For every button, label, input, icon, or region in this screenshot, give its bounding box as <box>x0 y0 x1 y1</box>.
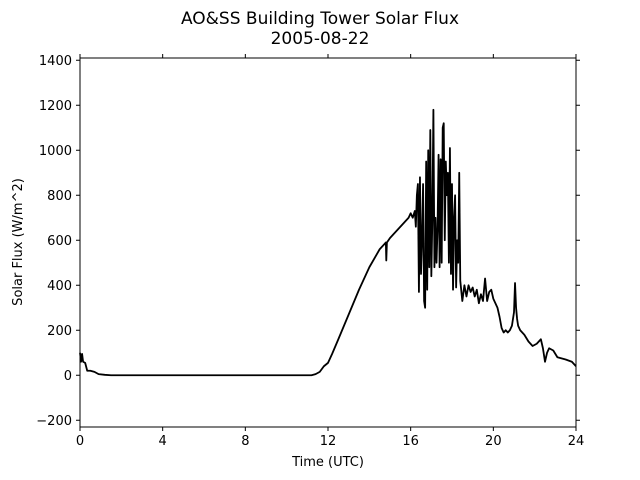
chart-subtitle: 2005-08-22 <box>270 29 370 49</box>
y-tick-label: 400 <box>47 279 72 294</box>
x-axis-label: Time (UTC) <box>291 455 364 470</box>
y-tick-label: 600 <box>47 234 72 249</box>
plot-area-frame <box>79 57 577 428</box>
x-tick-label: 24 <box>568 434 585 449</box>
y-tick-label: 0 <box>64 369 72 384</box>
y-tick-label: 200 <box>47 324 72 339</box>
x-tick-label: 4 <box>159 434 167 449</box>
y-tick-label: 1400 <box>39 54 72 69</box>
chart-title: AO&SS Building Tower Solar Flux <box>180 9 460 29</box>
axis-ticks: 0 4 8 12 16 20 24 −200 0 200 400 600 800 1000 1200 1400 <box>36 54 584 449</box>
x-tick-label: 16 <box>402 434 419 449</box>
series-line <box>79 108 577 377</box>
y-tick-label: 1000 <box>39 144 72 159</box>
y-tick-label: −200 <box>36 414 72 429</box>
y-axis-label: Solar Flux (W/m^2) <box>11 178 26 306</box>
x-tick-label: 20 <box>485 434 502 449</box>
y-tick-label: 1200 <box>39 99 72 114</box>
y-tick-label: 800 <box>47 189 72 204</box>
x-tick-label: 12 <box>320 434 337 449</box>
x-tick-label: 8 <box>241 434 249 449</box>
x-tick-label: 0 <box>76 434 84 449</box>
